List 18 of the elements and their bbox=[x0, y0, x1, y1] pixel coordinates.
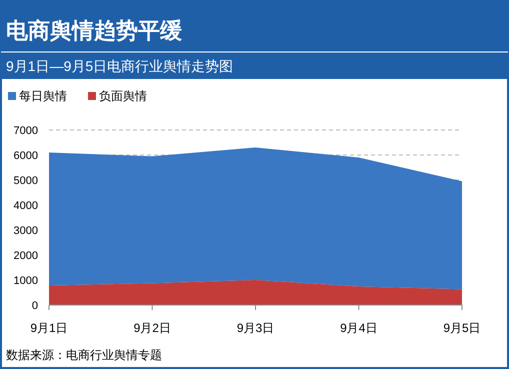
legend: 负面舆情 bbox=[99, 89, 147, 103]
ytick: 3000 bbox=[14, 225, 38, 237]
ytick: 6000 bbox=[14, 150, 38, 162]
ytick: 5000 bbox=[14, 175, 38, 187]
ytick: 7000 bbox=[14, 125, 38, 137]
ytick: 4000 bbox=[14, 200, 38, 212]
xtick: 9月3日 bbox=[236, 321, 274, 335]
ytick: 1000 bbox=[14, 275, 38, 287]
title: 电商舆情趋势平缓 bbox=[6, 18, 182, 43]
xtick: 9月2日 bbox=[134, 321, 171, 335]
ytick: 0 bbox=[32, 300, 38, 312]
annotation: 数据来源：电商行业舆情专题 bbox=[6, 348, 162, 362]
legend: 每日舆情 bbox=[19, 89, 67, 103]
subtitle: 9月1日—9月5日电商行业舆情走势图 bbox=[6, 58, 234, 74]
ytick: 2000 bbox=[14, 250, 38, 262]
xtick: 9月5日 bbox=[443, 321, 481, 335]
xtick: 9月1日 bbox=[30, 321, 68, 335]
xtick: 9月4日 bbox=[340, 321, 378, 335]
